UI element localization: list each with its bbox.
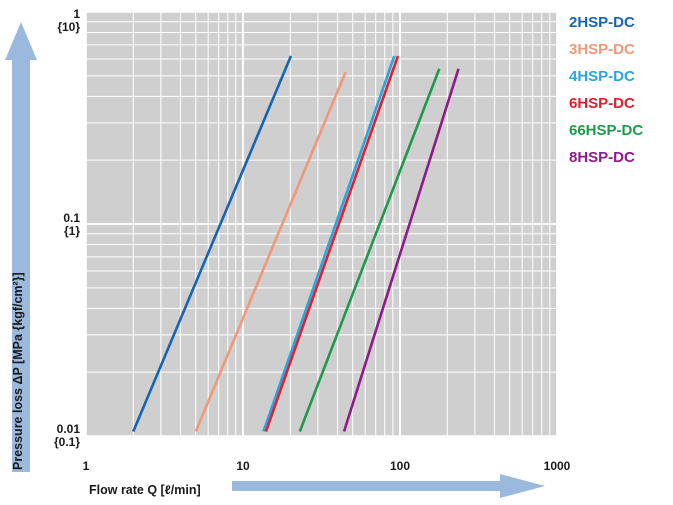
legend-entry-6hsp-dc: 6HSP-DC (569, 95, 635, 112)
legend-entry-2hsp-dc: 2HSP-DC (569, 14, 635, 31)
x-tick-label: 100 (390, 459, 410, 473)
y-tick-sublabel: {10} (57, 20, 80, 34)
y-axis-title: Pressure loss ΔP [MPa {kgf/cm²}] (11, 272, 25, 470)
series-line-2hsp-dc (132, 55, 293, 433)
legend: 2HSP-DC 3HSP-DC 4HSP-DC 6HSP-DC 66HSP-DC 8HSP… (569, 14, 643, 166)
legend-entry-3hsp-dc: 3HSP-DC (569, 41, 635, 58)
x-tick-label: 1000 (544, 459, 571, 473)
y-tick-sublabel: {0.1} (54, 435, 80, 449)
x-axis-arrow-head (500, 474, 545, 498)
y-tick-label: 1 (73, 7, 80, 21)
y-axis-arrow-head (5, 22, 37, 60)
series-lines (132, 55, 460, 433)
y-tick-label: 0.01 (57, 422, 81, 436)
y-axis-arrow-shaft (12, 58, 30, 472)
series-line-66hsp-dc (298, 68, 441, 432)
series-line-4hsp-dc (262, 55, 396, 432)
legend-entry-4hsp-dc: 4HSP-DC (569, 68, 635, 85)
series-line-8hsp-dc (342, 68, 460, 432)
y-tick-labels: 0.01{0.1} 0.1{1} 1{10} (54, 7, 80, 449)
x-axis-arrow-shaft (232, 481, 505, 491)
y-tick-sublabel: {1} (64, 224, 80, 238)
x-tick-labels: 1 10 100 1000 (83, 459, 571, 473)
x-tick-label: 10 (236, 459, 250, 473)
x-tick-label: 1 (83, 459, 90, 473)
series-line-3hsp-dc (194, 71, 347, 433)
series-line-6hsp-dc (264, 55, 400, 432)
axis-arrows (5, 22, 545, 498)
legend-entry-8hsp-dc: 8HSP-DC (569, 149, 635, 166)
y-tick-label: 0.1 (63, 211, 80, 225)
x-axis-title: Flow rate Q [ℓ/min] (89, 483, 201, 497)
legend-entry-66hsp-dc: 66HSP-DC (569, 122, 643, 139)
